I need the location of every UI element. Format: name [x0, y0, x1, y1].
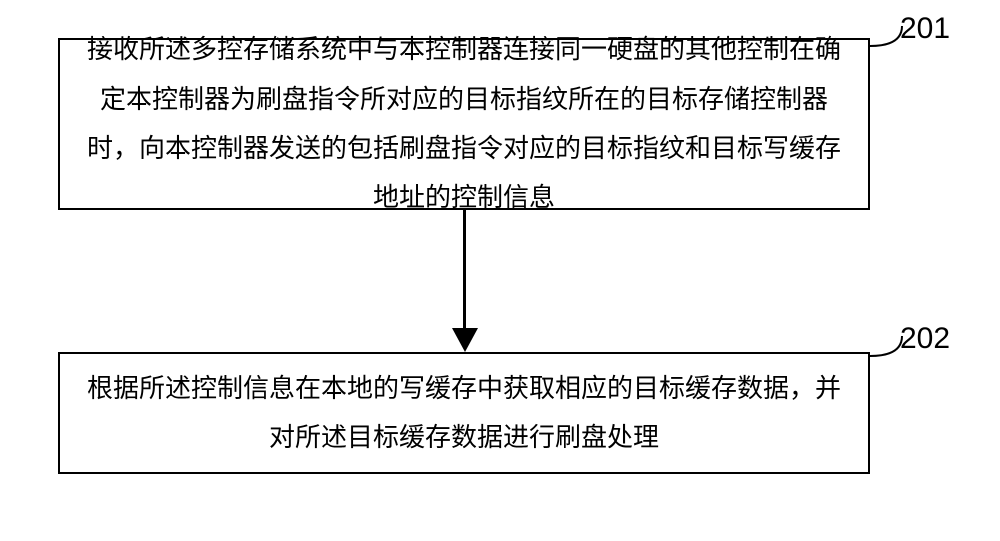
flowchart-step-202-box: 根据所述控制信息在本地的写缓存中获取相应的目标缓存数据，并对所述目标缓存数据进行… — [58, 352, 870, 474]
flowchart-arrow-line — [463, 210, 466, 336]
flowchart-step-202-text: 根据所述控制信息在本地的写缓存中获取相应的目标缓存数据，并对所述目标缓存数据进行… — [84, 364, 844, 463]
step-label-202: 202 — [900, 322, 950, 356]
step-label-201: 201 — [900, 12, 950, 46]
flowchart-arrow-head — [452, 328, 478, 352]
flowchart-step-201-text: 接收所述多控存储系统中与本控制器连接同一硬盘的其他控制在确定本控制器为刷盘指令所… — [84, 25, 844, 223]
flowchart-step-201-box: 接收所述多控存储系统中与本控制器连接同一硬盘的其他控制在确定本控制器为刷盘指令所… — [58, 38, 870, 210]
flowchart-container: 接收所述多控存储系统中与本控制器连接同一硬盘的其他控制在确定本控制器为刷盘指令所… — [0, 0, 1000, 541]
